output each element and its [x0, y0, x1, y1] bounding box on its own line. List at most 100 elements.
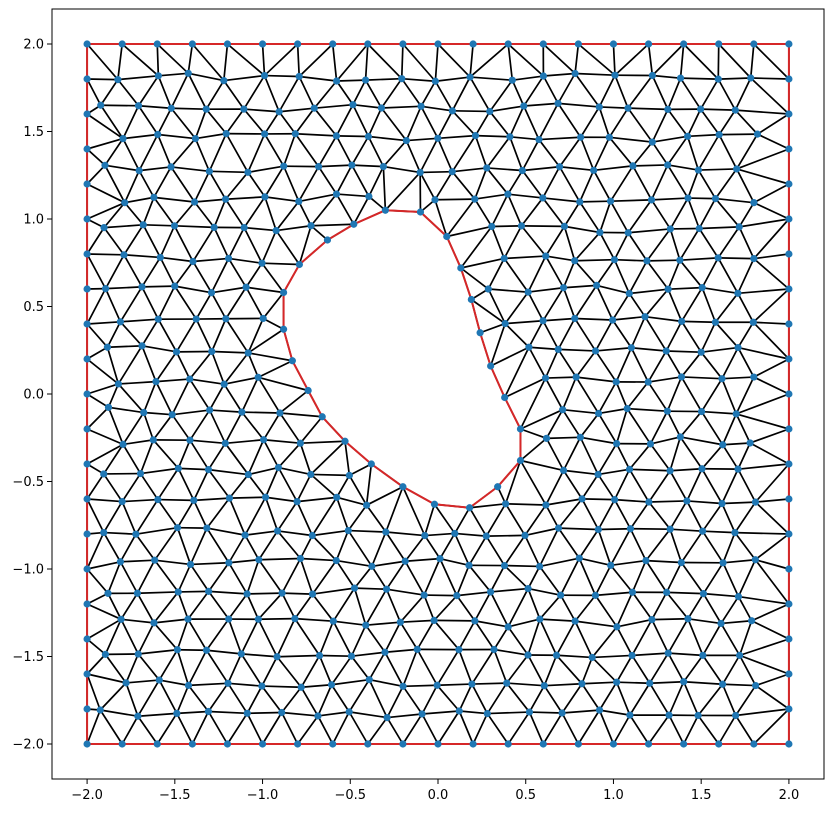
- mesh-edge: [310, 223, 355, 227]
- mesh-edge: [170, 107, 197, 140]
- mesh-edge: [451, 134, 477, 173]
- mesh-edge: [720, 595, 740, 625]
- mesh-edge: [317, 135, 338, 168]
- mesh-edge: [697, 168, 738, 171]
- mesh-edge: [581, 498, 616, 501]
- mesh-edge: [317, 711, 351, 717]
- mesh-edge: [296, 473, 312, 503]
- mesh-edge: [471, 682, 508, 685]
- mesh-node: [556, 163, 564, 171]
- mesh-edge: [700, 321, 717, 354]
- mesh-edge: [104, 164, 140, 172]
- mesh-node: [310, 104, 318, 112]
- mesh-node: [244, 470, 252, 479]
- mesh-edge: [228, 534, 246, 564]
- mesh-node: [469, 40, 477, 48]
- mesh-edge: [370, 531, 387, 568]
- mesh-edge: [468, 506, 488, 537]
- mesh-edge: [123, 169, 140, 204]
- mesh-node: [368, 562, 376, 570]
- mesh-edge: [558, 165, 595, 172]
- mesh-edge: [721, 683, 757, 687]
- mesh-edge: [368, 678, 404, 688]
- mesh-node: [315, 163, 323, 171]
- mesh-node: [476, 329, 484, 337]
- mesh-edge: [650, 164, 669, 201]
- mesh-edge: [737, 558, 757, 598]
- mesh-node: [203, 524, 211, 532]
- mesh-edge: [679, 410, 703, 438]
- mesh-edge: [136, 592, 155, 624]
- mesh-edge: [628, 288, 670, 295]
- mesh-edge: [156, 43, 160, 77]
- mesh-node: [487, 588, 495, 596]
- mesh-edge: [195, 291, 213, 320]
- mesh-node: [402, 136, 410, 145]
- mesh-node: [138, 283, 146, 291]
- mesh-edge: [458, 648, 473, 685]
- mesh-node: [383, 713, 391, 722]
- mesh-node: [609, 740, 618, 748]
- mesh-node: [613, 623, 621, 631]
- mesh-edge: [261, 655, 278, 687]
- mesh-edge: [503, 257, 530, 293]
- mesh-edge: [188, 378, 211, 411]
- mesh-edge: [615, 654, 633, 684]
- mesh-edge: [485, 135, 511, 169]
- mesh-node: [711, 194, 720, 203]
- mesh-edge: [205, 618, 230, 652]
- mesh-edge: [187, 649, 208, 687]
- mesh-edge: [687, 169, 700, 199]
- mesh-edge: [386, 716, 404, 745]
- mesh-edge: [86, 473, 105, 500]
- mesh-node: [152, 378, 160, 386]
- mesh-edge: [611, 315, 646, 321]
- mesh-edge: [561, 712, 580, 745]
- mesh-edge: [629, 527, 647, 562]
- mesh-edge: [579, 136, 595, 172]
- mesh-edge: [686, 500, 704, 533]
- mesh-node: [785, 740, 793, 748]
- mesh-edge: [244, 496, 267, 536]
- mesh-edge: [626, 381, 650, 410]
- mesh-edge: [754, 498, 790, 503]
- mesh-node: [365, 676, 373, 684]
- mesh-edge: [335, 135, 353, 166]
- mesh-node: [785, 250, 793, 258]
- mesh-edge: [509, 105, 525, 138]
- mesh-node: [503, 679, 511, 687]
- mesh-node: [348, 161, 356, 169]
- mesh-edge: [485, 502, 507, 537]
- mesh-node: [244, 349, 252, 357]
- mesh-edge: [139, 467, 180, 475]
- mesh-edge: [121, 472, 142, 503]
- mesh-edge: [507, 43, 514, 82]
- mesh-edge: [382, 165, 387, 212]
- mesh-edge: [511, 79, 525, 107]
- mesh-edge: [718, 133, 738, 170]
- mesh-edge: [578, 528, 600, 560]
- mesh-edge: [171, 378, 191, 416]
- mesh-edge: [120, 592, 139, 621]
- y-tick-label: −1.5: [12, 650, 44, 665]
- mesh-edge: [261, 262, 285, 294]
- mesh-edge: [609, 165, 634, 203]
- mesh-node: [382, 585, 391, 593]
- mesh-node: [104, 403, 113, 411]
- mesh-node: [101, 285, 110, 293]
- mesh-edge: [348, 711, 369, 745]
- mesh-edge: [104, 286, 143, 290]
- mesh-edge: [665, 320, 683, 352]
- mesh-edge: [754, 673, 790, 687]
- mesh-edge: [722, 558, 757, 564]
- mesh-edge: [207, 682, 229, 713]
- mesh-node: [83, 460, 91, 468]
- mesh-edge: [207, 710, 249, 715]
- mesh-edge: [246, 685, 263, 715]
- mesh-node: [189, 257, 197, 266]
- mesh-edge: [210, 317, 227, 353]
- mesh-edge: [631, 654, 651, 685]
- mesh-node: [364, 40, 372, 48]
- mesh-edge: [246, 558, 260, 595]
- mesh-node: [296, 554, 305, 563]
